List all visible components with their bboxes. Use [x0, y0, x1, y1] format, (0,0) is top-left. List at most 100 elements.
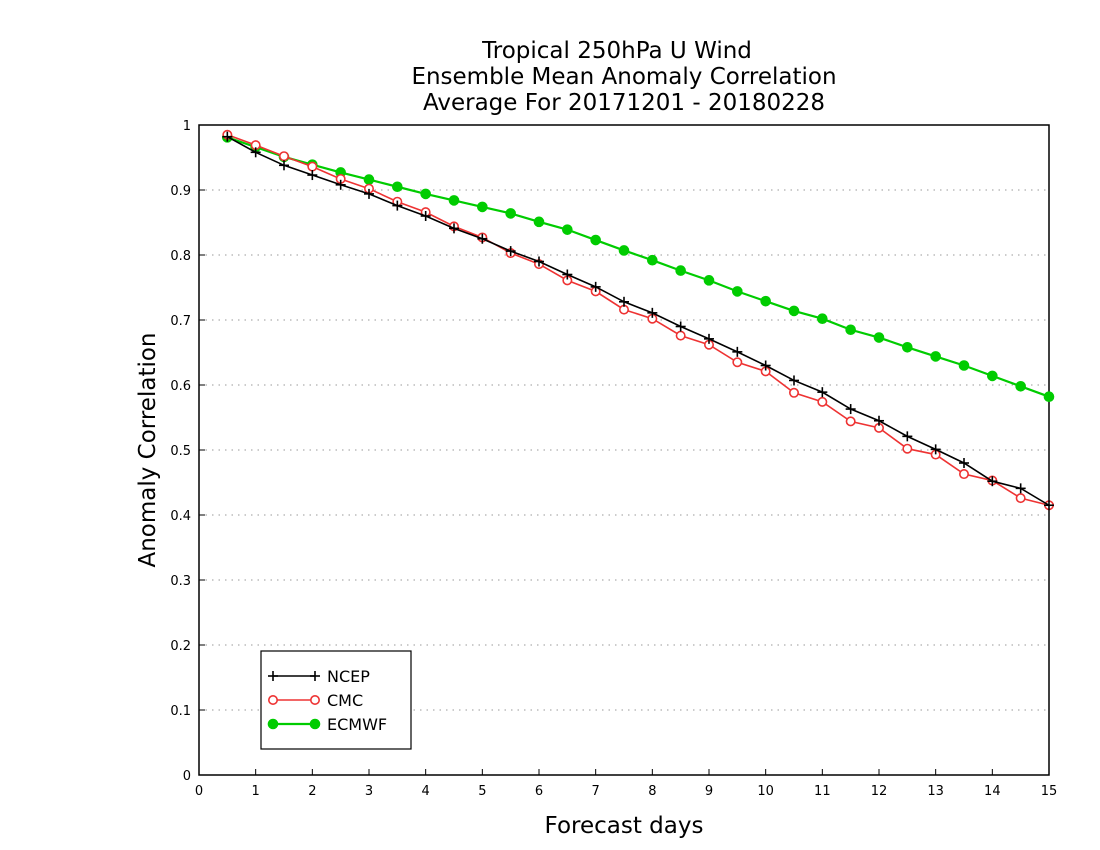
- series-ncep-point: [902, 431, 913, 442]
- legend-ncep-point: [268, 671, 278, 681]
- legend-ecmwf-label: ECMWF: [327, 715, 387, 734]
- series-ecmwf-point: [420, 188, 431, 200]
- legend-ecmwf-point: [309, 718, 321, 730]
- chart-title-line-3: Average For 20171201 - 20180228: [423, 90, 825, 116]
- series-ecmwf-point: [930, 351, 941, 362]
- series-ecmwf-point: [618, 245, 630, 256]
- x-axis-title: Forecast days: [545, 813, 704, 839]
- series-ncep-point: [534, 256, 544, 267]
- x-tick-label: 0: [195, 784, 203, 799]
- series-ecmwf-point: [732, 286, 743, 297]
- series-ncep-point: [307, 170, 318, 181]
- y-axis: 0 0.1 0.2 0.3 0.4 0.5 0.6 0.7 0.8 0.9 1: [170, 119, 205, 784]
- y-tick-label: 0: [183, 769, 191, 784]
- x-tick-label: 7: [592, 784, 600, 799]
- legend-cmc-point: [309, 694, 320, 705]
- series-cmc-point: [307, 161, 318, 172]
- x-tick-label: 8: [648, 784, 656, 799]
- series-ncep-point: [335, 179, 346, 190]
- x-axis: 0 1 2 3 4 5 6 7 8 9 10 11 12 13 14 15: [195, 769, 1057, 799]
- x-tick-label: 10: [757, 784, 774, 799]
- legend-ncep-point: [310, 671, 320, 681]
- series-ecmwf-point: [675, 265, 686, 276]
- x-tick-label: 14: [984, 784, 1001, 799]
- series-ncep-point: [1044, 500, 1054, 511]
- series-ecmwf-point: [845, 324, 856, 336]
- x-tick-label: 3: [365, 784, 373, 799]
- series-ecmwf-point: [562, 224, 573, 235]
- series-ncep-point: [250, 147, 261, 158]
- series-ncep-point: [477, 233, 488, 244]
- series-ecmwf-point: [902, 342, 913, 353]
- series-ncep-point: [760, 360, 771, 371]
- series-ncep-point: [1015, 483, 1026, 494]
- series-ncep-point: [789, 375, 799, 386]
- series-ecmwf-point: [533, 216, 545, 228]
- x-tick-label: 1: [252, 784, 260, 799]
- series-ncep-point: [845, 404, 856, 415]
- series-ecmwf-point: [477, 201, 488, 213]
- series-ecmwf-point: [1043, 391, 1055, 403]
- y-tick-label: 0.3: [170, 574, 191, 589]
- series-cmc-point: [902, 443, 913, 454]
- y-tick-label: 0.9: [170, 184, 191, 199]
- y-tick-label: 0.2: [170, 639, 191, 654]
- legend-cmc-point: [267, 694, 278, 705]
- series-cmc-point: [845, 416, 856, 427]
- series-ecmwf-point: [873, 332, 885, 343]
- series-cmc-point: [732, 357, 743, 368]
- series-ncep-point: [959, 458, 969, 468]
- chart-title-line-1: Tropical 250hPa U Wind: [481, 38, 752, 64]
- legend-ncep-label: NCEP: [327, 667, 370, 686]
- chart-title-line-2: Ensemble Mean Anomaly Correlation: [411, 64, 836, 90]
- series-ecmwf-point: [647, 254, 658, 266]
- series-ecmwf-point: [958, 360, 970, 371]
- x-tick-label: 11: [814, 784, 831, 799]
- series-ncep-point: [505, 246, 516, 257]
- series-ecmwf-point: [760, 295, 771, 307]
- series-ncep-point: [619, 296, 629, 307]
- series-cmc-point: [278, 151, 289, 162]
- x-tick-label: 15: [1041, 784, 1058, 799]
- legend-cmc-entry: CMC: [267, 691, 363, 710]
- series-ncep-point: [817, 387, 828, 398]
- chart-title: Tropical 250hPa U Wind Ensemble Mean Ano…: [411, 38, 836, 116]
- y-tick-label: 0.8: [170, 249, 191, 264]
- x-tick-label: 12: [871, 784, 888, 799]
- series-ncep-point: [449, 223, 459, 234]
- series-ncep-point: [732, 346, 743, 357]
- series-ecmwf-point: [363, 174, 375, 185]
- series-ncep-point: [562, 269, 573, 280]
- series-ecmwf-point: [590, 234, 601, 246]
- y-axis-title: Anomaly Correlation: [135, 332, 161, 567]
- x-tick-label: 6: [535, 784, 543, 799]
- x-tick-label: 4: [422, 784, 430, 799]
- series-ncep-point: [987, 476, 998, 487]
- y-tick-label: 0.1: [170, 704, 191, 719]
- legend-ncep-entry: NCEP: [268, 667, 370, 686]
- x-tick-label: 5: [478, 784, 486, 799]
- series-ecmwf-point: [448, 195, 460, 206]
- legend-cmc-label: CMC: [327, 691, 363, 710]
- series-ecmwf-point: [392, 181, 403, 193]
- y-tick-label: 0.7: [170, 314, 191, 329]
- y-tick-label: 0.4: [170, 509, 191, 524]
- series-cmc-point: [817, 396, 828, 407]
- series-cmc-point: [788, 387, 799, 398]
- series-ecmwf-point: [505, 208, 516, 219]
- series-ncep-point: [279, 160, 289, 171]
- series-ncep-point: [930, 444, 941, 455]
- gridlines: [199, 189, 1049, 711]
- series-ncep-point: [392, 200, 403, 211]
- series-ecmwf: [222, 132, 1055, 403]
- y-tick-label: 1: [183, 119, 191, 134]
- series-ecmwf-point: [987, 370, 998, 382]
- legend-ecmwf-point: [267, 718, 279, 730]
- series-ecmwf-point: [1015, 381, 1026, 392]
- series-ncep: [222, 131, 1054, 511]
- series-ncep-line: [226, 135, 1050, 506]
- series-ecmwf-line: [226, 136, 1050, 398]
- series-ncep-point: [420, 211, 431, 221]
- x-tick-label: 13: [927, 784, 944, 799]
